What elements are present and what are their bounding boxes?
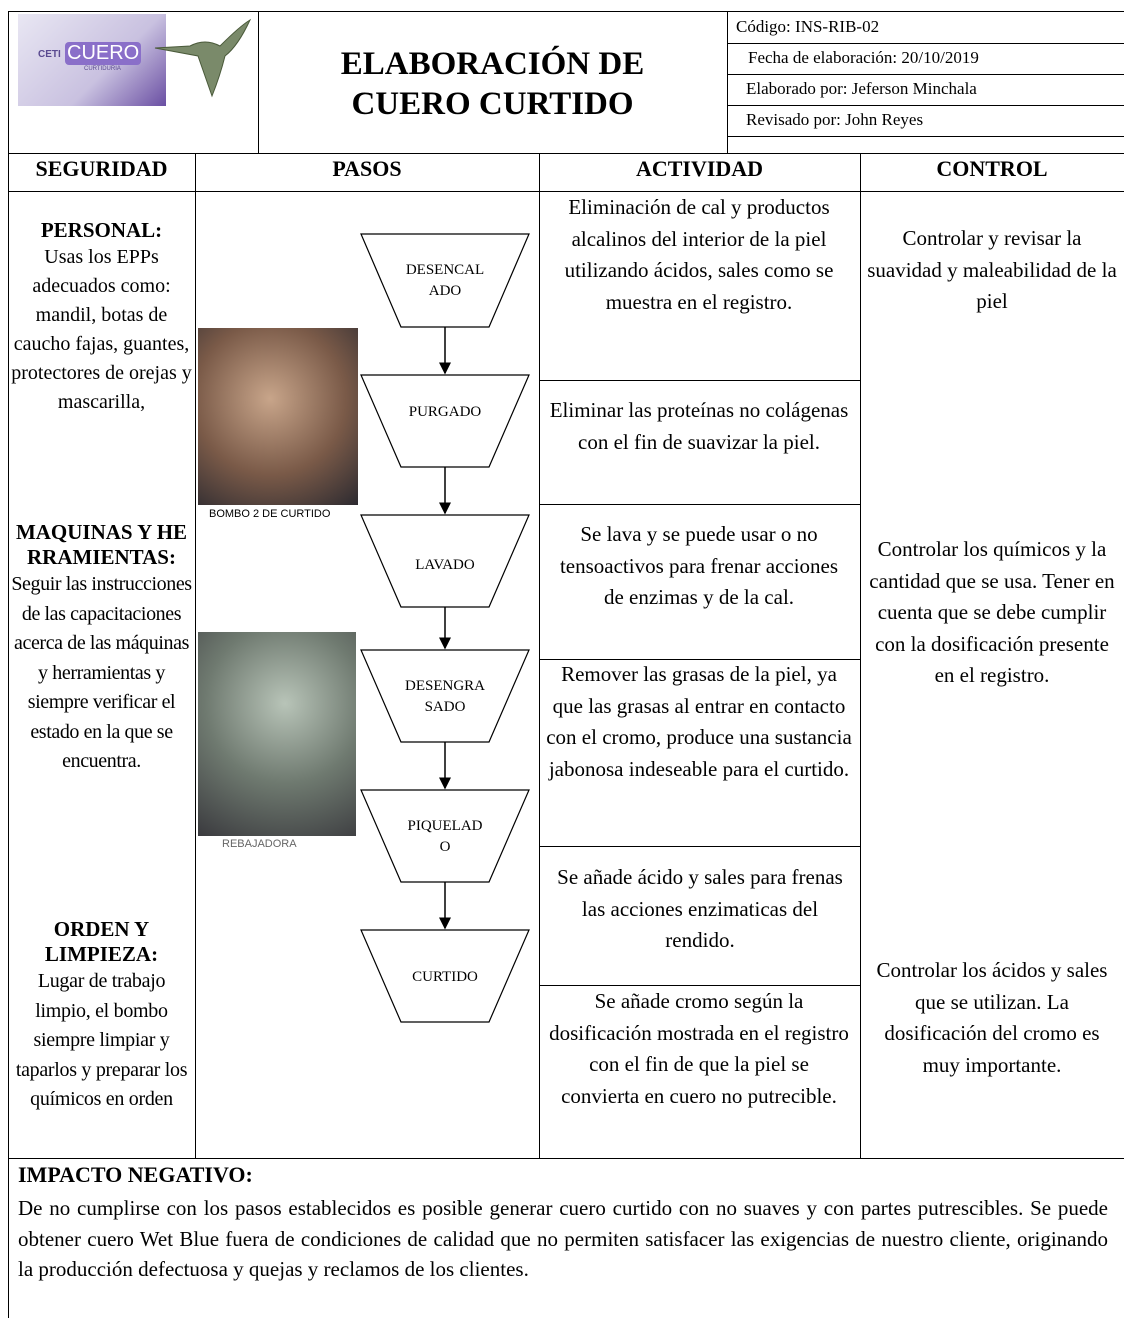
column-header: CONTROL — [936, 156, 1048, 181]
title-line: CUERO CURTIDO — [351, 86, 634, 122]
rule — [727, 136, 1124, 137]
rule — [8, 191, 1124, 192]
photo-caption: BOMBO 2 DE CURTIDO — [209, 508, 331, 520]
rule — [195, 153, 196, 1158]
column-header: SEGURIDAD — [35, 156, 168, 181]
rule — [539, 380, 860, 381]
rule — [258, 11, 259, 153]
meta: Código: INS-RIB-02 — [736, 17, 880, 36]
rule — [539, 985, 860, 986]
photo-caption: REBAJADORA — [222, 838, 297, 850]
rule — [727, 74, 1124, 75]
step-shape — [360, 233, 530, 328]
logo-sub: CURTIDURIA — [84, 66, 121, 72]
impact-text: De no cumplirse con los pasos establecid… — [18, 1196, 1108, 1281]
activity-text: Eliminación de cal y productos alcalinos… — [564, 195, 834, 314]
safety-heading: ORDEN Y LIMPIEZA: — [44, 917, 159, 966]
activity-text: Se añade cromo según la dosificación mos… — [549, 989, 849, 1108]
hummingbird-icon — [154, 18, 252, 98]
step-label: PURGADO — [408, 404, 482, 420]
safety-section: MAQUINAS Y HERRAMIENTAS: Seguir las inst… — [10, 520, 193, 777]
column-header: ACTIVIDAD — [635, 156, 764, 181]
title-line: ELABORACIÓN DE — [340, 46, 645, 82]
safety-section: PERSONAL: Usas los EPPs adecuados como: … — [10, 218, 193, 417]
safety-text: Usas los EPPs adecuados como: mandil, bo… — [11, 246, 192, 413]
step-label: CURTIDO — [412, 969, 478, 985]
rule — [539, 846, 860, 847]
safety-heading: PERSONAL: — [40, 218, 163, 242]
rule — [8, 1158, 1124, 1159]
title: ELABORACIÓN DE CUERO CURTIDO — [258, 44, 727, 124]
activity-text: Se lava y se puede usar o no tensoactivo… — [559, 522, 839, 609]
rule — [727, 43, 1124, 44]
step-label: LAVADO — [415, 557, 475, 573]
control-text: Controlar los ácidos y sales que se util… — [876, 958, 1108, 1077]
rule — [539, 504, 860, 505]
safety-heading: MAQUINAS Y HERRAMIENTAS: — [15, 520, 188, 569]
logo-brand: CETI — [38, 49, 61, 60]
step-shape — [360, 649, 530, 743]
flowchart — [360, 233, 530, 1023]
rule — [8, 153, 1124, 154]
photo — [198, 632, 356, 836]
rule — [727, 11, 728, 153]
rule — [727, 105, 1124, 106]
rule — [8, 11, 9, 1318]
impact-heading: IMPACTO NEGATIVO: — [18, 1162, 253, 1187]
step-shape — [360, 789, 530, 883]
control-text: Controlar los químicos y la cantidad que… — [869, 537, 1115, 687]
step-label: PIQUELADO — [407, 818, 483, 855]
step-label: DESENCALADO — [405, 262, 485, 299]
safety-text: Lugar de trabajo limpio, el bombo siempr… — [15, 970, 188, 1110]
step-shape — [360, 514, 530, 608]
step-label: DESENGRASADO — [404, 678, 485, 715]
step-shape — [360, 374, 530, 468]
rule — [8, 11, 1124, 12]
logo: CETI CUERO CURTIDURIA — [18, 14, 166, 106]
control-text: Controlar y revisar la suavidad y maleab… — [867, 226, 1117, 313]
photo — [198, 328, 358, 505]
rule — [539, 659, 860, 660]
meta: Fecha de elaboración: 20/10/2019 — [748, 48, 979, 67]
meta: Revisado por: John Reyes — [746, 110, 924, 129]
safety-text: Seguir las instrucciones de las capacita… — [11, 573, 192, 772]
activity-text: Eliminar las proteínas no colágenas con … — [549, 398, 849, 454]
meta: Elaborado por: Jeferson Minchala — [746, 79, 977, 98]
step-shape — [360, 929, 530, 1023]
safety-section: ORDEN Y LIMPIEZA: Lugar de trabajo limpi… — [10, 917, 193, 1115]
logo-brand: CUERO — [65, 42, 142, 65]
activity-text: Remover las grasas de la piel, ya que la… — [546, 662, 852, 781]
column-header: PASOS — [332, 156, 402, 181]
rule — [539, 153, 540, 1158]
activity-text: Se añade ácido y sales para frenas las a… — [557, 865, 843, 952]
rule — [860, 153, 861, 1158]
